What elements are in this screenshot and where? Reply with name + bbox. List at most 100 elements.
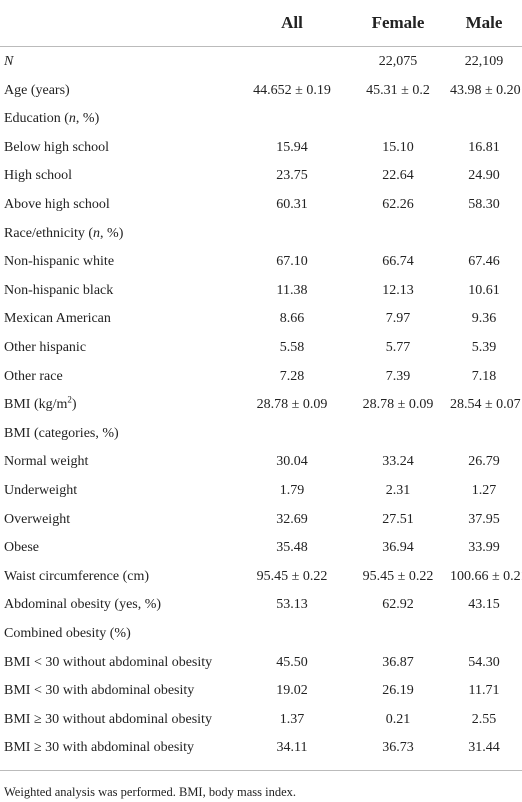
- table-row: Obese 35.48 36.94 33.99: [0, 534, 522, 562]
- cell-value: 31.44: [468, 740, 500, 756]
- cell-value: 100.66 ± 0.21: [450, 568, 522, 584]
- row-label: Race/ethnicity (n, %): [4, 220, 123, 248]
- table-row: Abdominal obesity (yes, %) 53.13 62.92 43.1…: [0, 591, 522, 619]
- cell-value: 7.18: [471, 368, 497, 384]
- table-row: N 22,075 22,109: [0, 48, 522, 76]
- table-row: Normal weight 30.04 33.24 26.79: [0, 448, 522, 476]
- cell-value: 1.79: [279, 483, 305, 498]
- table-row: Non-hispanic black 11.38 12.13 10.61: [0, 277, 522, 305]
- table-row: BMI (kg/m2) 28.78 ± 0.09 28.78 ± 0.09 28.54…: [0, 391, 522, 419]
- cell-value: 5.58: [279, 340, 305, 355]
- label-part: n: [93, 225, 101, 241]
- cell-value: 19.02: [276, 683, 308, 699]
- label-part: , %): [100, 225, 124, 241]
- row-label: BMI < 30 with abdominal obesity: [4, 683, 195, 699]
- cell-value: 26.79: [468, 454, 500, 470]
- cell-value: 45.31 ± 0.2: [366, 82, 430, 98]
- cell-value: 27.51: [382, 511, 414, 527]
- cell-value: 22,109: [464, 54, 504, 69]
- table-row: BMI < 30 without abdominal obesity 45.50 3…: [0, 649, 522, 677]
- cell-value: 35.48: [276, 540, 308, 556]
- table-row: Age (years) 44.652 ± 0.19 45.31 ± 0.2 43.98…: [0, 77, 522, 105]
- cell-value: 45.50: [276, 654, 308, 670]
- cell-value: 1.37: [279, 711, 305, 727]
- cell-value: 1.27: [471, 483, 497, 498]
- cell-value: 11.38: [276, 282, 308, 298]
- table-row: BMI ≥ 30 with abdominal obesity 34.11 36.7…: [0, 734, 522, 762]
- row-label: Other race: [4, 368, 63, 384]
- cell-value: 15.94: [276, 139, 308, 155]
- row-label: Waist circumference (cm): [4, 568, 150, 584]
- table-row: Waist circumference (cm) 95.45 ± 0.22 95.4…: [0, 563, 522, 591]
- cell-value: 34.11: [276, 740, 308, 756]
- cell-value: 8.66: [279, 311, 305, 327]
- cell-value: 33.24: [382, 454, 414, 470]
- label-part: Race/ethnicity (: [4, 225, 94, 241]
- table-row: Other hispanic 5.58 5.77 5.39: [0, 334, 522, 362]
- row-label: Combined obesity (%): [4, 626, 131, 641]
- table-row: High school 23.75 22.64 24.90: [0, 162, 522, 190]
- cell-value: 22,075: [378, 54, 418, 69]
- row-label: Abdominal obesity (yes, %): [4, 597, 162, 613]
- row-label: Age (years): [4, 82, 70, 98]
- table-row: BMI < 30 with abdominal obesity 19.02 26.1…: [0, 677, 522, 705]
- cell-value: 30.04: [276, 454, 308, 470]
- cell-value: 67.10: [276, 254, 308, 270]
- label-part: 2: [67, 394, 72, 405]
- cell-value: 95.45 ± 0.22: [362, 568, 434, 584]
- cell-value: 5.77: [385, 340, 411, 355]
- table-row: Race/ethnicity (n, %): [0, 220, 522, 248]
- cell-value: 28.78 ± 0.09: [362, 397, 434, 413]
- label-part: Education (: [4, 111, 69, 127]
- row-label: Non-hispanic white: [4, 254, 115, 270]
- cell-value: 11.71: [468, 683, 500, 699]
- cell-value: 53.13: [276, 597, 308, 613]
- cell-value: 36.73: [382, 740, 414, 756]
- table-row: Underweight 1.79 2.31 1.27: [0, 477, 522, 505]
- cell-value: 62.26: [382, 197, 414, 212]
- table-row: Above high school 60.31 62.26 58.30: [0, 191, 522, 219]
- cell-value: 62.92: [382, 597, 414, 613]
- table-row: Overweight 32.69 27.51 37.95: [0, 506, 522, 534]
- row-label: Overweight: [4, 511, 71, 527]
- cell-value: 2.55: [471, 711, 497, 727]
- table-row: Combined obesity (%): [0, 620, 522, 648]
- label-part: N: [4, 54, 14, 69]
- cell-value: 33.99: [468, 540, 500, 556]
- cell-value: 22.64: [382, 168, 414, 184]
- row-label: Education (n, %): [4, 105, 99, 133]
- cell-value: 15.10: [382, 139, 414, 155]
- cell-value: 7.97: [385, 311, 411, 327]
- cell-value: 54.30: [468, 654, 500, 670]
- table-row: Below high school 15.94 15.10 16.81: [0, 134, 522, 162]
- cell-value: 43.15: [468, 597, 500, 613]
- cell-value: 60.31: [276, 197, 308, 212]
- row-label: Obese: [4, 540, 39, 556]
- cell-value: 66.74: [382, 254, 414, 270]
- cell-value: 2.31: [385, 483, 411, 498]
- label-part: n: [68, 111, 76, 127]
- row-label: N: [4, 48, 13, 76]
- header-row: All Female Male: [0, 0, 522, 47]
- cell-value: 32.69: [276, 511, 308, 527]
- row-label: Other hispanic: [4, 340, 87, 355]
- label-part: , %): [75, 111, 100, 127]
- column-header: Male: [465, 13, 503, 32]
- table-row: Non-hispanic white 67.10 66.74 67.46: [0, 248, 522, 276]
- row-label: Mexican American: [4, 311, 111, 327]
- label-part: BMI (kg/m: [4, 397, 68, 413]
- cell-value: 36.94: [382, 540, 414, 556]
- table-row: BMI ≥ 30 without abdominal obesity 1.37 0.…: [0, 706, 522, 734]
- row-label: Non-hispanic black: [4, 282, 114, 298]
- row-label: BMI < 30 without abdominal obesity: [4, 654, 213, 670]
- table-row: BMI (categories, %): [0, 420, 522, 448]
- cell-value: 9.36: [471, 311, 497, 327]
- cell-value: 10.61: [468, 282, 500, 298]
- cell-value: 36.87: [382, 654, 414, 670]
- cell-value: 12.13: [382, 282, 414, 298]
- table-row: Other race 7.28 7.39 7.18: [0, 363, 522, 391]
- cell-value: 0.21: [385, 711, 411, 727]
- row-label: BMI (kg/m2): [4, 391, 77, 419]
- row-label: Below high school: [4, 139, 109, 155]
